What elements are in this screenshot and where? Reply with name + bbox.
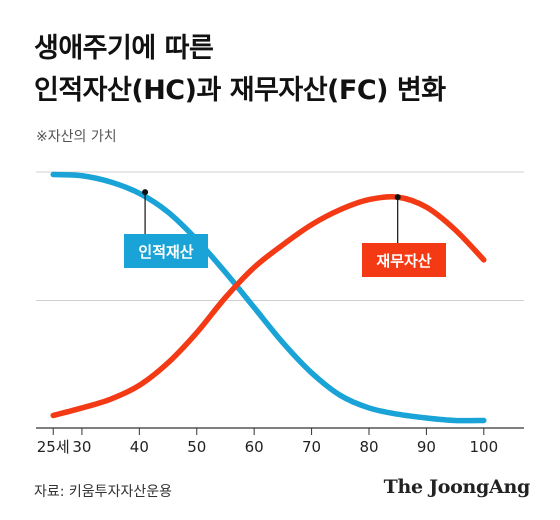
x-tick-label: 100	[469, 438, 498, 456]
x-tick-label: 25세	[37, 438, 70, 456]
source-note: 자료: 키움투자자산운용	[34, 484, 172, 500]
human-capital-label: 인적재산	[138, 243, 193, 261]
title-line-2: 인적자산(HC)과 재무자산(FC) 변화	[34, 75, 446, 106]
financial-capital-line	[50, 193, 487, 419]
value-note: ※자산의 가치	[36, 129, 117, 145]
x-tick-label: 30	[72, 438, 91, 456]
annotation-box	[362, 243, 446, 277]
x-tick-label: 90	[417, 438, 436, 456]
x-tick-label: 50	[187, 438, 206, 456]
x-tick-label: 40	[130, 438, 149, 456]
x-tick-label: 60	[245, 438, 264, 456]
annotation-box	[124, 234, 208, 268]
financial-capital-label: 재무자산	[376, 252, 431, 270]
annotation-dot	[142, 189, 149, 196]
x-tick-label: 70	[302, 438, 321, 456]
title-line-1: 생애주기에 따른	[34, 33, 214, 64]
brand-logo: The JoongAng	[383, 476, 531, 498]
human-capital-line	[50, 171, 487, 424]
annotation-dot	[394, 194, 401, 201]
x-tick-label: 80	[359, 438, 378, 456]
